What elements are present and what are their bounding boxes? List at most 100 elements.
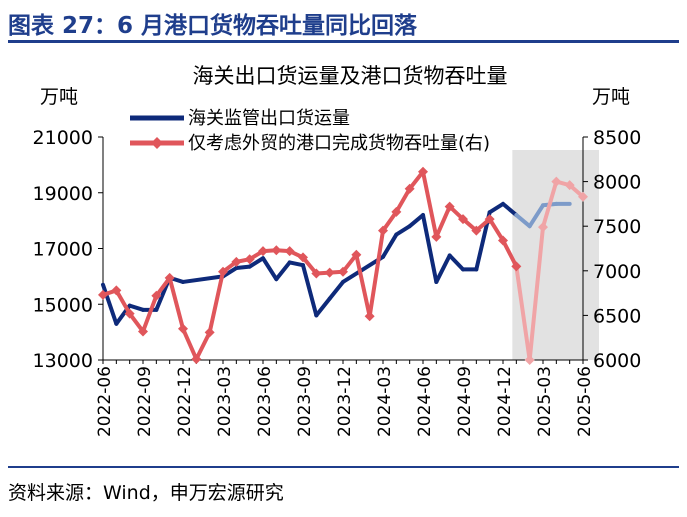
y-left-tick-label: 13000 — [33, 350, 93, 372]
x-tick-label: 2022-12 — [175, 366, 195, 437]
series-point-1 — [271, 245, 282, 256]
series-segment-1 — [127, 311, 145, 334]
series-point-1 — [564, 180, 575, 191]
series-segment-1 — [541, 179, 559, 230]
series-segment-0 — [301, 263, 319, 318]
series-point-1 — [338, 266, 348, 277]
series-point-1 — [178, 323, 188, 334]
series-point-1 — [484, 214, 495, 225]
legend-label-export-volume: 海关监管出口货运量 — [188, 108, 350, 129]
y-left-tick-label: 19000 — [33, 183, 93, 205]
y-right-tick-label: 7000 — [593, 261, 641, 283]
series-point-1 — [378, 225, 388, 236]
series-point-1 — [578, 191, 588, 202]
x-tick-label: 2023-12 — [335, 366, 355, 437]
y-right-tick-label: 6500 — [593, 305, 641, 327]
chart-title: 海关出口货运量及港口货物吞吐量 — [193, 64, 508, 88]
series-point-1 — [364, 311, 375, 322]
series-segment-1 — [501, 238, 519, 269]
y-right-tick-label: 7500 — [593, 216, 641, 238]
series-segment-1 — [354, 252, 372, 319]
y-left-unit: 万吨 — [40, 86, 78, 108]
series-point-1 — [524, 355, 535, 365]
series-segment-1 — [181, 326, 199, 362]
series-segment-0 — [221, 266, 239, 279]
x-tick-label: 2024-03 — [375, 366, 395, 437]
series-point-1 — [551, 176, 562, 187]
series-segment-0 — [407, 213, 425, 229]
series-segment-0 — [434, 253, 452, 284]
y-right-tick-label: 8000 — [593, 172, 641, 194]
y-right-unit: 万吨 — [592, 86, 630, 108]
series-segment-0 — [327, 279, 345, 301]
series-segment-1 — [514, 264, 532, 362]
y-right-tick-label: 8500 — [593, 127, 641, 149]
series-segment-1 — [434, 204, 452, 239]
x-tick-label: 2022-09 — [135, 366, 155, 437]
series-segment-1 — [527, 225, 545, 362]
title-rule — [8, 40, 679, 43]
series-point-1 — [498, 235, 508, 246]
y-right-tick-label: 6000 — [593, 350, 641, 372]
series-segment-0 — [261, 256, 279, 282]
series-point-1 — [418, 166, 428, 177]
series-segment-0 — [381, 232, 399, 259]
series-segment-1 — [381, 209, 399, 233]
series-point-1 — [244, 254, 255, 265]
series-point-1 — [284, 246, 295, 257]
series-point-1 — [511, 261, 522, 272]
x-tick-label: 2025-06 — [575, 366, 595, 437]
y-left-tick-label: 15000 — [33, 294, 93, 316]
series-point-1 — [311, 268, 322, 279]
x-tick-label: 2023-09 — [295, 366, 315, 437]
legend: 海关监管出口货运量 仅考虑外贸的港口完成货物吞吐量(右) — [130, 108, 490, 154]
series-segment-1 — [367, 228, 385, 319]
series-point-1 — [151, 290, 162, 301]
source-note: 资料来源：Wind，申万宏源研究 — [8, 482, 284, 504]
series-segment-0 — [314, 296, 332, 318]
series-point-1 — [231, 256, 242, 267]
source-rule — [8, 466, 679, 468]
series-segment-0 — [514, 213, 532, 229]
x-tick-label: 2023-03 — [215, 366, 235, 437]
series-segment-0 — [394, 224, 412, 237]
series-segment-1 — [141, 293, 159, 334]
series-segment-1 — [207, 269, 225, 335]
series-point-1 — [258, 246, 268, 257]
series-segment-0 — [421, 213, 439, 284]
x-tick-label: 2025-03 — [535, 366, 555, 437]
series-segment-0 — [527, 203, 545, 229]
series-segment-0 — [274, 260, 292, 282]
series-segment-1 — [487, 217, 505, 243]
legend-marker-port-throughput — [151, 137, 163, 149]
series-point-1 — [391, 206, 402, 217]
series-point-1 — [538, 222, 548, 233]
series-segment-0 — [247, 256, 265, 269]
series-point-1 — [204, 327, 215, 338]
series-segment-1 — [341, 252, 359, 274]
series-point-1 — [351, 249, 362, 260]
series-point-1 — [124, 308, 135, 319]
series-point-1 — [404, 183, 415, 194]
series-point-1 — [218, 266, 228, 277]
y-left-tick-label: 17000 — [33, 239, 93, 261]
series-segment-0 — [287, 260, 305, 268]
series-point-1 — [431, 231, 442, 242]
series-segment-0 — [447, 253, 465, 272]
legend-label-port-throughput: 仅考虑外贸的港口完成货物吞吐量(右) — [188, 133, 490, 154]
series-segment-0 — [181, 274, 225, 284]
series-point-1 — [138, 326, 148, 337]
series-segment-0 — [501, 201, 519, 218]
series-segment-0 — [234, 264, 252, 271]
x-tick-label: 2023-06 — [255, 366, 275, 437]
series-point-1 — [458, 214, 468, 225]
series-segment-1 — [167, 275, 185, 331]
x-tick-label: 2024-12 — [495, 366, 515, 437]
series-point-1 — [164, 272, 175, 283]
series-point-1 — [98, 289, 108, 300]
series-segment-1 — [421, 169, 439, 239]
series-segment-0 — [487, 201, 505, 215]
series-point-1 — [444, 201, 455, 212]
series-point-1 — [298, 252, 308, 263]
